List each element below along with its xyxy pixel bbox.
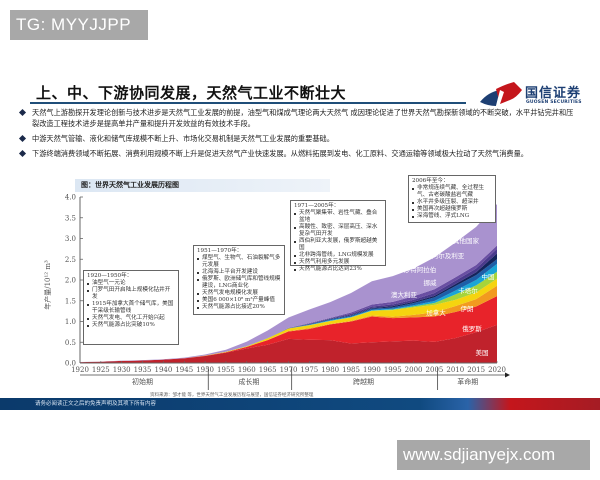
area-label: 美国 — [476, 348, 489, 357]
area-label: 沙特阿拉伯 — [404, 265, 437, 274]
area-label: 中国 — [482, 272, 495, 281]
x-tick-label: 1975 — [300, 366, 318, 374]
x-tick-label: 2010 — [446, 366, 464, 374]
x-tick-label: 1990 — [363, 366, 381, 374]
x-tick-label: 1935 — [134, 366, 152, 374]
y-tick-label: 1.5 — [65, 297, 76, 305]
area-俄罗斯 — [80, 296, 497, 363]
annotation-list: 油型气一元论 门罗气田开启陆上规模化钻井开发 1915年加拿大首个储气库，美国干… — [87, 280, 175, 329]
area-label: 其他国家 — [453, 236, 480, 245]
bullet-text: 中游天然气管输、液化和储气库规模不断上升、市场化交易机制是天然气工业发展的重要基… — [32, 134, 334, 143]
bullet-item: 天然气上游勘探开发理论创新与技术进步是天然气工业发展的前提，油型气和煤成气理论两… — [18, 107, 578, 129]
area-label: 卡塔尔 — [458, 286, 478, 295]
area-label: 阿尔及利亚 — [432, 251, 465, 260]
x-tick-label: 1960 — [238, 366, 256, 374]
annotation-2006-present: 2006年至今： 非常规连续气藏、全过程生气、古老碳酸盐岩气藏 水平井多级压裂、… — [408, 175, 496, 223]
annotation-list: 煤型气、生物气、石油裂解气多元发展 北海海上平台开发建设 俄罗斯、欧洲储气库和管… — [197, 255, 281, 311]
x-tick-label: 1920 — [71, 366, 89, 374]
period-timeline: 初始期 成长期 跨越期 革命期 — [80, 367, 510, 390]
footer-disclaimer: 请务必阅读正文之后的免责声明及其项下所有内容 — [35, 401, 157, 407]
watermark-top: TG: MYYJJPP — [10, 10, 148, 40]
source-note: 资料来源：邹才能 等，世界天然气工业发展历程与展望，国信证券经济研究所整理 — [150, 393, 314, 398]
annotation-list: 天然气聚集带、岩性气藏、叠合盆地 高酸性、致密、深层高压、深水复杂气田开发 西伯… — [294, 210, 382, 273]
area-label: 挪威 — [424, 278, 438, 287]
y-tick-label: 0.5 — [65, 339, 76, 347]
x-tick-label: 2015 — [467, 366, 485, 374]
x-tick-label: 1995 — [384, 366, 402, 374]
x-tick-label: 1930 — [113, 366, 131, 374]
period-label: 跨越期 — [353, 377, 374, 386]
footer-bar — [0, 398, 600, 410]
period-label: 革命期 — [457, 377, 478, 386]
area-label: 澳大利亚 — [391, 290, 418, 299]
title-underline — [30, 102, 466, 104]
y-tick-label: 1.0 — [65, 318, 76, 326]
x-tick-label: 1965 — [259, 366, 277, 374]
logo-mark-icon — [480, 82, 522, 106]
bullet-item: 下游终端消费领域不断拓展、消费利用规模不断上升是促进天然气产业快速发展。从燃料拓… — [18, 148, 578, 159]
annotation-1971-2005: 1971—2005年： 天然气聚集带、岩性气藏、叠合盆地 高酸性、致密、深层高压… — [290, 200, 386, 272]
x-tick-label: 1980 — [321, 366, 339, 374]
y-axis-label: 年产量/10¹² m³ — [43, 260, 52, 310]
chart-title: 图：世界天然气工业发展历程图 — [75, 179, 330, 192]
x-tick-label: 1945 — [175, 366, 193, 374]
y-tick-label: 2.5 — [65, 256, 76, 264]
bullet-text: 天然气上游勘探开发理论创新与技术进步是天然气工业发展的前提，油型气和煤成气理论两… — [32, 108, 574, 128]
period-label: 初始期 — [132, 377, 153, 386]
bullet-text: 下游终端消费领域不断拓展、消费利用规模不断上升是促进天然气产业快速发展。从燃料拓… — [32, 149, 528, 158]
area-label: 加拿大 — [426, 308, 446, 317]
x-tick-label: 1985 — [342, 366, 360, 374]
y-tick-label: 3.5 — [65, 214, 76, 222]
x-tick-label: 2005 — [426, 366, 444, 374]
area-美国 — [80, 324, 497, 363]
slide-title: 上、中、下游协同发展，天然气工业不断壮大 — [36, 84, 347, 102]
area-label: 伊朗 — [461, 304, 474, 313]
logo-name-cn: 国信证券 — [525, 86, 582, 101]
y-tick-label: 3.0 — [65, 235, 76, 243]
x-tick-label: 1925 — [92, 366, 110, 374]
x-tick-label: 1955 — [217, 366, 235, 374]
area-label: 俄罗斯 — [462, 324, 482, 333]
company-logo: 国信证券 GUOSEN SECURITIES — [478, 80, 593, 110]
x-tick-label: 1970 — [280, 366, 298, 374]
annotation-1951-1970: 1951—1970年： 煤型气、生物气、石油裂解气多元发展 北海海上平台开发建设… — [193, 245, 285, 315]
watermark-bottom: www.sdjianyejx.com — [397, 440, 590, 470]
y-tick-label: 2.0 — [65, 277, 76, 285]
bullet-item: 中游天然气管输、液化和储气库规模不断上升、市场化交易机制是天然气工业发展的重要基… — [18, 133, 578, 144]
chart-areas — [80, 204, 497, 363]
period-label: 成长期 — [238, 377, 259, 386]
x-tick-label: 1950 — [196, 366, 214, 374]
logo-name-en: GUOSEN SECURITIES — [526, 100, 582, 105]
x-tick-label: 1940 — [154, 366, 172, 374]
bullet-list: 天然气上游勘探开发理论创新与技术进步是天然气工业发展的前提，油型气和煤成气理论两… — [18, 107, 578, 163]
area-其他国家 — [80, 204, 497, 363]
annotation-list: 非常规连续气藏、全过程生气、古老碳酸盐岩气藏 水平井多级压裂、超深井 美国再次超… — [412, 185, 492, 220]
y-tick-label: 4.0 — [65, 194, 76, 202]
x-tick-label: 2000 — [405, 366, 423, 374]
annotation-1920-1950: 1920—1950年： 油型气一元论 门罗气田开启陆上规模化钻井开发 1915年… — [83, 270, 179, 345]
x-tick-label: 2020 — [488, 366, 506, 374]
y-tick-label: 0.0 — [65, 360, 76, 368]
